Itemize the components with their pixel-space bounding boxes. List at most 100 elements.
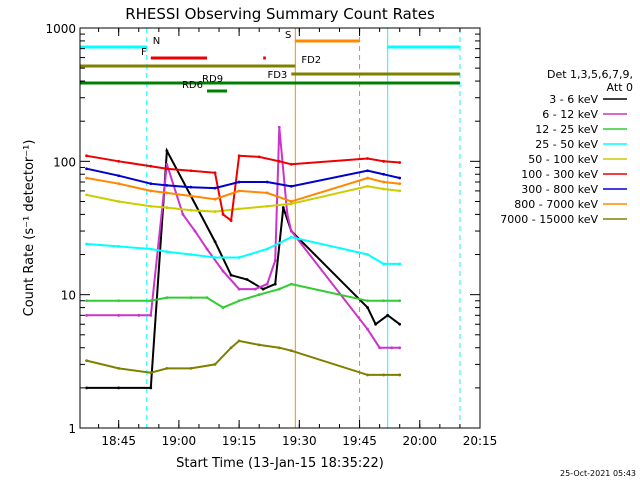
data-point-6-12-kev-14 (285, 212, 289, 216)
data-point-7000-15000-kev-11 (366, 373, 369, 377)
data-point-3-6-kev-10 (281, 206, 285, 209)
data-point-6-12-kev-10 (253, 287, 257, 291)
data-point-100-300-kev-13 (382, 159, 386, 163)
x-tick-label-1: 19:00 (162, 434, 197, 448)
x-tick-label-6: 20:15 (463, 434, 498, 448)
data-point-3-6-kev-12 (366, 306, 369, 309)
legend-label-50-100-kev: 50 - 100 keV (528, 153, 598, 166)
data-point-3-6-kev-5 (213, 240, 217, 244)
data-point-12-25-kev-3 (165, 296, 169, 300)
data-point-12-25-kev-7 (237, 299, 241, 303)
series-50-100-kev (85, 184, 402, 213)
data-point-50-100-kev-10 (382, 187, 386, 191)
series-line-50-100-kev (86, 185, 400, 213)
series-800-7000-kev (85, 176, 402, 203)
data-point-100-300-kev-4 (189, 169, 193, 173)
data-point-6-12-kev-15 (289, 229, 293, 233)
data-point-6-12-kev-8 (221, 269, 225, 273)
data-point-100-300-kev-12 (366, 157, 369, 160)
data-point-800-7000-kev-0 (85, 176, 88, 180)
data-point-300-800-kev-0 (85, 167, 88, 171)
data-point-7000-15000-kev-7 (237, 339, 241, 343)
data-point-6-12-kev-2 (137, 313, 141, 317)
x-tick-label-3: 19:30 (282, 434, 317, 448)
series-layer (85, 125, 402, 390)
data-point-100-300-kev-14 (398, 161, 402, 164)
data-point-50-100-kev-2 (149, 204, 153, 208)
data-point-800-7000-kev-7 (265, 191, 269, 195)
data-point-7000-15000-kev-1 (117, 366, 121, 370)
data-point-300-800-kev-10 (382, 172, 386, 176)
x-tick-label-5: 20:00 (402, 434, 437, 448)
data-point-100-300-kev-2 (149, 164, 153, 168)
data-point-12-25-kev-10 (289, 282, 293, 286)
data-point-300-800-kev-2 (149, 182, 153, 186)
data-point-300-800-kev-9 (366, 169, 369, 173)
legend-label-25-50-kev: 25 - 50 keV (535, 138, 598, 151)
data-point-300-800-kev-5 (213, 186, 217, 190)
y-axis-label: Count Rate (s⁻¹ detector⁻¹) (22, 140, 37, 317)
data-point-6-12-kev-16 (366, 327, 369, 331)
data-point-50-100-kev-4 (189, 208, 193, 212)
data-point-50-100-kev-3 (165, 206, 169, 209)
data-point-800-7000-kev-4 (189, 194, 193, 198)
data-point-3-6-kev-2 (149, 386, 153, 390)
data-point-6-12-kev-3 (149, 313, 153, 317)
data-point-100-300-kev-3 (165, 167, 169, 171)
y-tick-label-1: 10 (61, 289, 76, 303)
data-point-50-100-kev-7 (265, 204, 269, 208)
data-point-25-50-kev-3 (165, 250, 169, 254)
data-point-12-25-kev-4 (189, 296, 193, 300)
data-point-3-6-kev-0 (85, 386, 88, 390)
generated-timestamp: 25-Oct-2021 05:43 (560, 469, 636, 478)
data-point-7000-15000-kev-10 (289, 349, 293, 353)
data-point-25-50-kev-4 (189, 253, 193, 256)
data-point-25-50-kev-0 (85, 242, 88, 246)
data-point-300-800-kev-6 (237, 180, 241, 184)
data-point-50-100-kev-5 (213, 210, 217, 213)
x-axis-label: Start Time (13-Jan-15 18:35:22) (176, 456, 384, 471)
y-tick-label-3: 1000 (45, 22, 76, 36)
data-point-6-12-kev-17 (378, 346, 382, 350)
data-point-7000-15000-kev-5 (213, 362, 217, 366)
x-tick-label-2: 19:15 (222, 434, 257, 448)
data-point-300-800-kev-8 (289, 184, 293, 188)
data-point-6-12-kev-9 (237, 287, 241, 291)
data-point-6-12-kev-0 (85, 313, 88, 317)
data-point-7000-15000-kev-3 (165, 366, 169, 370)
data-point-50-100-kev-6 (237, 207, 241, 211)
data-point-6-12-kev-7 (205, 247, 209, 251)
series-7000-15000-kev (85, 339, 402, 377)
data-point-12-25-kev-13 (398, 299, 402, 303)
series-line-3-6-kev (86, 147, 401, 389)
data-point-12-25-kev-9 (277, 287, 281, 291)
legend-title-line-0: Det 1,3,5,6,7,9, (547, 68, 633, 81)
legend: Det 1,3,5,6,7,9,Att 0 3 - 6 keV 6 - 12 keV… (500, 68, 633, 226)
data-point-3-6-kev-8 (261, 287, 265, 291)
data-point-7000-15000-kev-0 (85, 359, 88, 363)
legend-label-300-800-kev: 300 - 800 keV (521, 183, 598, 196)
data-point-6-12-kev-4 (165, 162, 169, 166)
data-point-800-7000-kev-3 (165, 191, 169, 195)
data-point-12-25-kev-1 (117, 299, 121, 303)
data-point-12-25-kev-5 (205, 296, 209, 300)
legend-title-line-1: Att 0 (607, 81, 633, 94)
status-label-rd9: RD9 (202, 74, 223, 85)
data-point-7000-15000-kev-6 (229, 346, 233, 350)
data-point-6-12-kev-13 (277, 125, 281, 129)
series-100-300-kev (85, 154, 402, 223)
data-point-800-7000-kev-2 (149, 189, 153, 193)
series-line-12-25-kev (86, 283, 400, 309)
data-point-300-800-kev-11 (398, 176, 402, 180)
data-point-25-50-kev-1 (117, 245, 121, 248)
data-point-7000-15000-kev-4 (189, 366, 193, 370)
data-point-3-6-kev-15 (398, 322, 402, 326)
data-point-7000-15000-kev-8 (257, 343, 261, 347)
data-point-100-300-kev-10 (277, 159, 281, 163)
legend-label-3-6-kev: 3 - 6 keV (549, 93, 598, 106)
data-point-12-25-kev-8 (257, 293, 261, 297)
data-point-800-7000-kev-5 (213, 197, 217, 201)
data-point-12-25-kev-2 (149, 299, 153, 303)
data-point-300-800-kev-4 (189, 185, 193, 189)
